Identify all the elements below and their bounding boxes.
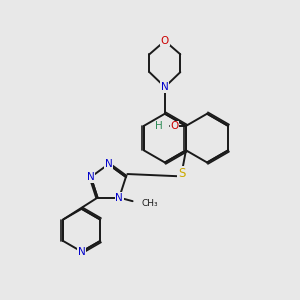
Text: H: H [155, 121, 163, 131]
Text: N: N [87, 172, 95, 182]
Text: N: N [104, 159, 112, 169]
Text: N: N [78, 247, 86, 257]
Text: CH₃: CH₃ [142, 199, 158, 208]
Text: N: N [115, 193, 123, 202]
Text: O: O [170, 121, 178, 131]
Text: N: N [161, 82, 169, 92]
Text: O: O [161, 36, 169, 46]
Text: S: S [178, 167, 185, 180]
